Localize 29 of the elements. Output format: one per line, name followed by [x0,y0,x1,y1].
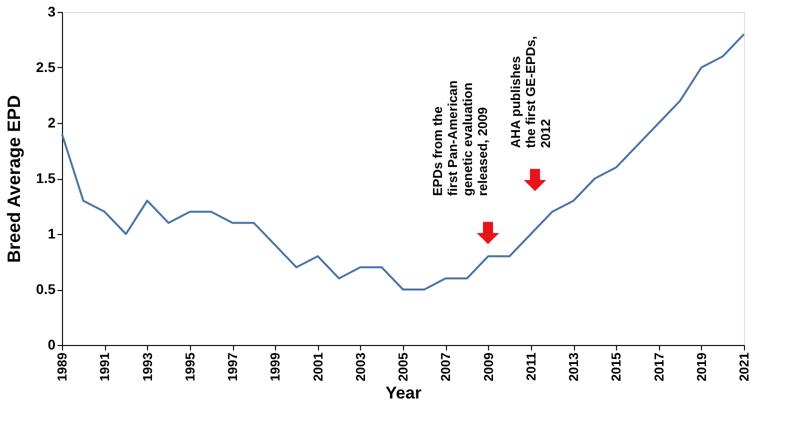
y-tick-label: 0.5 [36,281,56,297]
x-axis-title: Year [386,383,422,402]
x-tick-label: 2009 [480,352,496,382]
x-tick-label: 2011 [523,352,538,381]
y-tick-label: 0 [48,336,56,352]
x-tick-label: 2003 [352,352,368,382]
x-tick-label: 1999 [268,352,283,382]
x-tick-label: 1997 [225,352,240,382]
x-tick-label: 2021 [736,352,752,382]
x-tick-label: 2017 [651,352,666,382]
y-tick-label: 3 [48,4,56,20]
y-tick-label: 2.5 [36,59,56,75]
x-tick-label: 1993 [140,352,155,382]
x-tick-label: 2007 [438,352,454,382]
x-tick-label: 1989 [54,352,70,382]
y-tick-label: 2 [48,114,56,130]
x-tick-label: 2005 [396,352,410,382]
annotation: AHA publishes the first GE-EPDs, 2012 [508,36,553,148]
x-tick-label: 1991 [97,352,112,382]
x-tick-label: 2015 [608,352,624,382]
line-series [61,33,745,290]
y-tick-label: 1.5 [36,170,56,186]
annotation: EPDs from the first Pan-American genetic evaluation released, 2009 [430,80,490,196]
y-axis-title: Breed Average EPD [4,95,24,263]
x-tick-label: 2001 [310,352,326,382]
x-tick-label: 2013 [566,352,581,382]
x-tick-label: 2019 [694,352,709,382]
y-tick-label: 1 [48,226,56,242]
x-tick-label: 1995 [182,352,198,382]
